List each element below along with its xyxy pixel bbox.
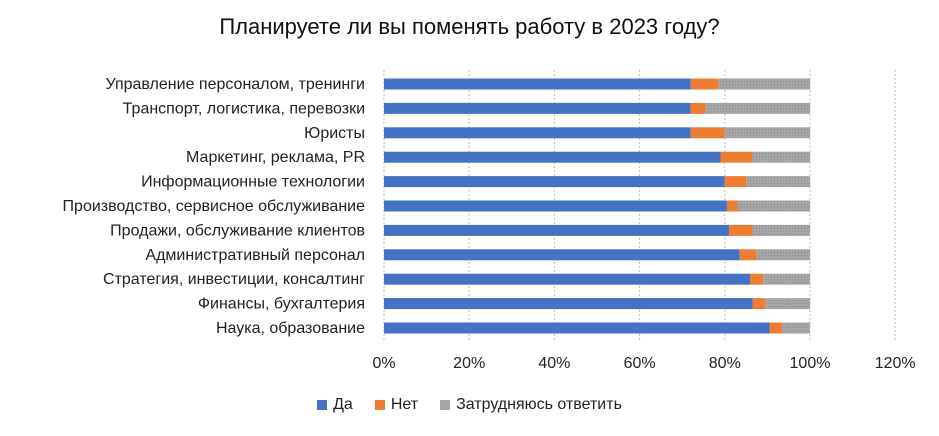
bar-unsure (756, 249, 810, 261)
bar-da (384, 322, 770, 334)
bar-da (384, 151, 721, 163)
x-tick-label: 80% (709, 355, 741, 372)
bar-net (726, 200, 738, 212)
bar-unsure (752, 224, 810, 236)
legend-item-unsure: Затрудняюсь ответить (440, 396, 622, 414)
bar-unsure (763, 273, 810, 285)
bar-net (724, 176, 747, 188)
category-label: Юристы (304, 125, 365, 142)
legend-label-unsure: Затрудняюсь ответить (456, 396, 622, 413)
legend-swatch-net (374, 400, 385, 410)
category-label: Управление персоналом, тренинги (106, 76, 365, 93)
bar-da (384, 224, 730, 236)
bar-unsure (705, 102, 810, 114)
x-tick-label: 100% (790, 355, 831, 372)
category-label: Стратегия, инвестиции, консалтинг (103, 271, 365, 288)
category-label: Продажи, обслуживание клиентов (110, 222, 365, 239)
bar-da (384, 78, 691, 90)
chart-plot: Управление персоналом, тренинги Транспорт… (63, 70, 916, 372)
bar-unsure (718, 78, 810, 90)
bar-net (769, 322, 783, 334)
category-label: Административный персонал (145, 247, 365, 264)
bar-unsure (746, 176, 810, 188)
bar-unsure (724, 127, 810, 139)
chart-title: Планируете ли вы поменять работу в 2023 … (219, 14, 720, 39)
bar-da (384, 200, 727, 212)
x-tick-label: 60% (624, 355, 656, 372)
category-label: Финансы, бухгалтерия (198, 296, 365, 313)
bar-da (384, 127, 691, 139)
legend-item-net: Нет (374, 396, 419, 414)
bar-net (752, 298, 766, 310)
bar-net (690, 78, 719, 90)
bar-net (690, 127, 725, 139)
x-tick-label: 120% (875, 355, 916, 372)
x-tick-label: 40% (538, 355, 570, 372)
legend-swatch-unsure (440, 400, 451, 410)
legend-label-net: Нет (390, 396, 419, 413)
category-label: Маркетинг, реклама, PR (186, 149, 365, 166)
category-label: Информационные технологии (141, 174, 365, 191)
category-label: Производство, сервисное обслуживание (63, 198, 366, 215)
bar-net (690, 102, 706, 114)
bar-da (384, 298, 753, 310)
legend-label-da: Да (333, 396, 353, 413)
category-label: Транспорт, логистика, перевозки (123, 100, 365, 117)
bar-da (384, 273, 751, 285)
chart-legend: Да Нет Затрудняюсь ответить (0, 396, 939, 414)
bar-unsure (782, 322, 810, 334)
legend-item-da: Да (317, 396, 353, 414)
bar-da (384, 176, 725, 188)
legend-swatch-da (317, 400, 328, 410)
bar-unsure (765, 298, 810, 310)
bar-net (739, 249, 757, 261)
x-tick-label: 20% (453, 355, 485, 372)
bar-unsure (737, 200, 810, 212)
bar-net (750, 273, 764, 285)
bar-net (729, 224, 753, 236)
category-label: Наука, образование (216, 320, 365, 337)
x-tick-label: 0% (372, 355, 395, 372)
bar-unsure (752, 151, 810, 163)
bar-da (384, 249, 740, 261)
bar-da (384, 102, 691, 114)
bar-net (720, 151, 753, 163)
